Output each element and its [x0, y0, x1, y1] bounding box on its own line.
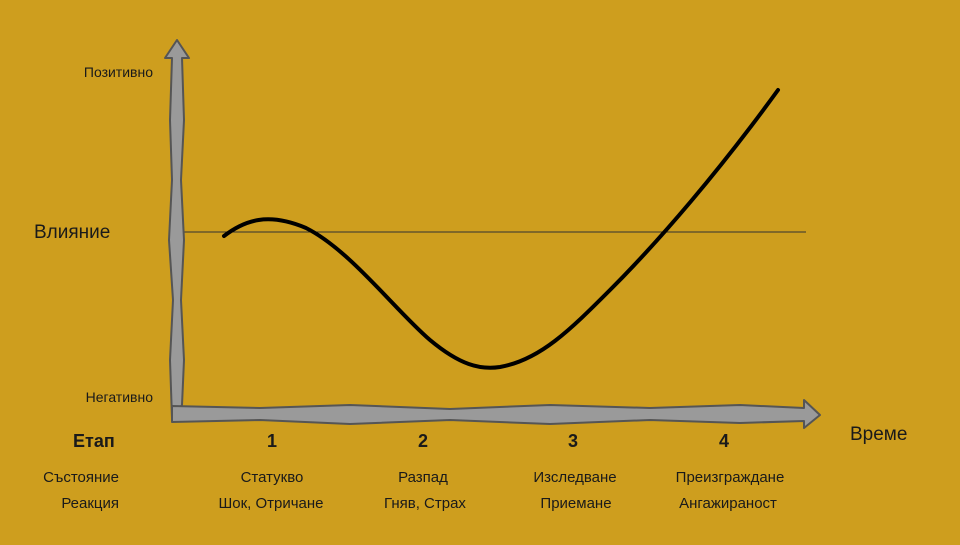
stage-2-reaction: Гняв, Страх: [384, 495, 466, 512]
stage-2-state: Разпад: [398, 469, 448, 486]
stage-header: Етап: [73, 431, 115, 451]
stage-number-2: 2: [417, 431, 429, 451]
stage-number-1: 1: [266, 431, 278, 451]
influence-label: Влияние: [34, 222, 111, 243]
y-axis-bottom-label: Негативно: [85, 389, 153, 405]
change-curve: [222, 88, 780, 370]
stage-1-state: Статукво: [240, 469, 304, 486]
stage-4-state: Преизграждане: [675, 469, 785, 486]
x-axis-arrow: [171, 399, 821, 429]
stage-3-state: Изследване: [533, 469, 617, 486]
stage-3-reaction: Приемане: [540, 495, 612, 512]
y-axis-arrow: [164, 39, 190, 419]
y-axis-top-label: Позитивно: [83, 64, 153, 80]
stage-number-4: 4: [718, 431, 730, 451]
state-row-header: Състояние: [43, 469, 119, 486]
stage-number-3: 3: [567, 431, 579, 451]
stage-1-reaction: Шок, Отричане: [218, 495, 324, 512]
x-axis-label: Време: [850, 424, 908, 445]
stage-4-reaction: Ангажираност: [679, 495, 777, 512]
reaction-row-header: Реакция: [61, 495, 119, 512]
